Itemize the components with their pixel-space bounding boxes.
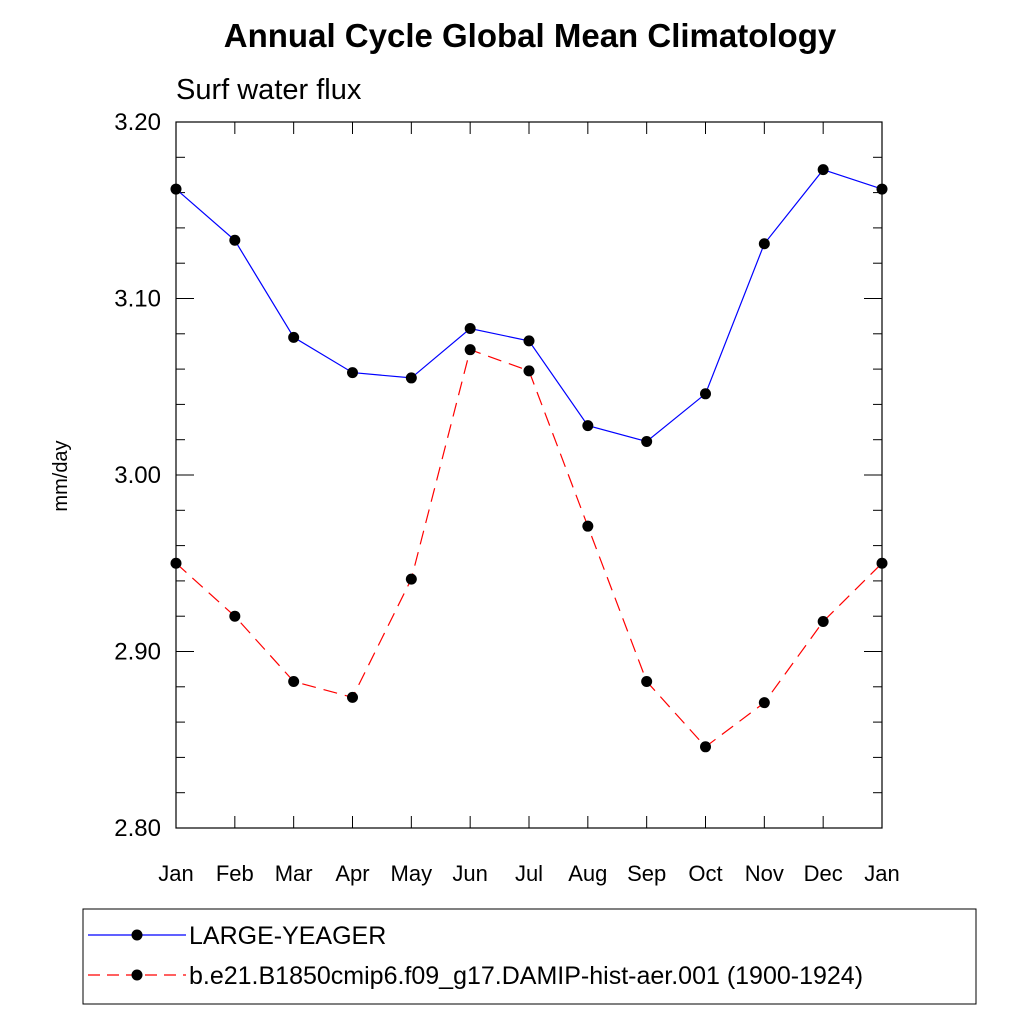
data-point-series-0 bbox=[229, 234, 241, 246]
x-tick-label: Jan bbox=[158, 861, 193, 886]
data-point-series-0 bbox=[405, 372, 417, 384]
data-point-series-1 bbox=[523, 365, 535, 377]
tick-labels: Jan Feb Mar Apr May Jun Jul Aug Sep Oct Nov Dec Jan 3… bbox=[114, 109, 899, 886]
plot-frame bbox=[175, 121, 883, 829]
x-tick-label: Feb bbox=[216, 861, 254, 886]
legend-marker-damip bbox=[131, 969, 143, 981]
data-point-series-0 bbox=[464, 323, 476, 335]
x-tick-label: May bbox=[391, 861, 433, 886]
data-point-series-0 bbox=[288, 331, 300, 343]
legend-label-damip: b.e21.B1850cmip6.f09_g17.DAMIP-hist-aer.… bbox=[189, 962, 863, 990]
y-tick-label: 3.20 bbox=[114, 109, 161, 136]
x-tick-label: Jun bbox=[452, 861, 487, 886]
x-tick-label: Dec bbox=[804, 861, 843, 886]
data-point-series-0 bbox=[817, 164, 829, 176]
y-tick-label: 2.90 bbox=[114, 639, 161, 666]
data-point-series-0 bbox=[641, 435, 653, 447]
x-tick-label: Sep bbox=[627, 861, 666, 886]
data-point-series-1 bbox=[347, 691, 358, 703]
chart-subtitle: Surf water flux bbox=[176, 74, 362, 106]
legend-label-large-yeager: LARGE-YEAGER bbox=[189, 922, 386, 950]
data-point-series-0 bbox=[523, 335, 535, 347]
x-tick-label: Aug bbox=[568, 861, 607, 886]
legend-marker-large-yeager bbox=[131, 929, 143, 941]
tick-marks bbox=[175, 121, 883, 829]
data-point-series-1 bbox=[464, 344, 476, 356]
data-point-series-1 bbox=[229, 610, 241, 622]
series-line-0 bbox=[175, 168, 883, 443]
y-tick-label: 3.00 bbox=[114, 462, 161, 489]
data-point-series-1 bbox=[288, 676, 300, 688]
x-tick-label: Apr bbox=[335, 861, 369, 886]
chart-title: Annual Cycle Global Mean Climatology bbox=[224, 17, 837, 54]
y-axis-label: mm/day bbox=[50, 440, 72, 511]
data-point-series-1 bbox=[405, 573, 417, 585]
y-tick-label: 2.80 bbox=[114, 815, 161, 842]
data-point-series-0 bbox=[700, 388, 711, 400]
x-tick-label: Jul bbox=[515, 861, 543, 886]
data-point-series-1 bbox=[817, 615, 829, 627]
data-point-series-1 bbox=[582, 520, 594, 532]
x-tick-label: Oct bbox=[688, 861, 722, 886]
x-tick-label: Mar bbox=[275, 861, 313, 886]
data-point-series-1 bbox=[700, 741, 711, 753]
x-tick-label: Nov bbox=[745, 861, 784, 886]
series-lines bbox=[170, 164, 888, 753]
data-point-series-0 bbox=[758, 238, 770, 250]
y-tick-label: 3.10 bbox=[114, 286, 161, 313]
legend-box bbox=[82, 908, 977, 1005]
data-point-series-1 bbox=[758, 697, 770, 709]
data-point-series-1 bbox=[641, 676, 653, 688]
series-line-1 bbox=[175, 348, 883, 748]
legend: LARGE-YEAGER b.e21.B1850cmip6.f09_g17.DA… bbox=[82, 908, 977, 1005]
data-point-series-0 bbox=[582, 420, 594, 432]
data-point-series-0 bbox=[347, 367, 358, 379]
x-tick-label: Jan bbox=[864, 861, 899, 886]
